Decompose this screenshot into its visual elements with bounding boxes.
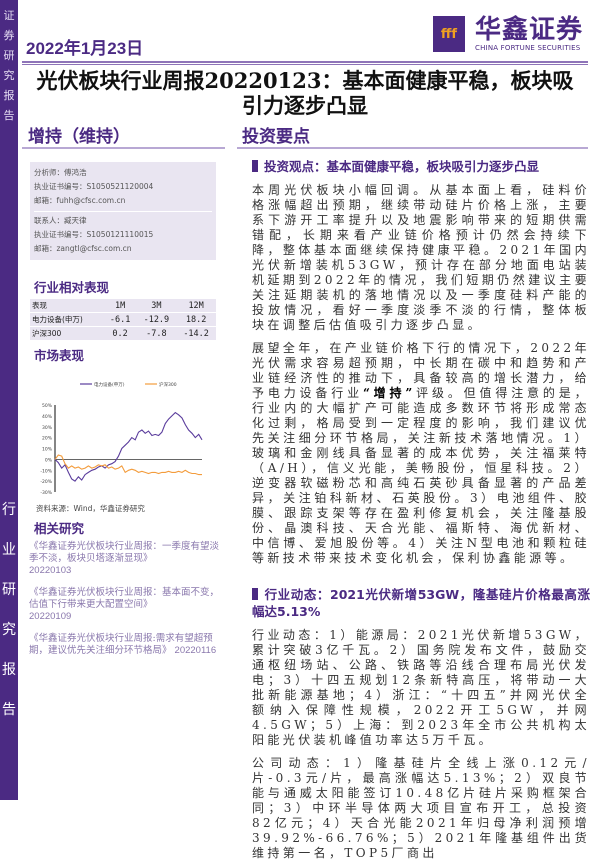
cell: 1M bbox=[103, 299, 137, 313]
performance-table: 表现 1M 3M 12M 电力设备(申万) -6.1 -12.9 18.2 沪深300 0.2… bbox=[30, 299, 216, 341]
rating-emphasis: “增持” bbox=[362, 386, 416, 400]
side-strip bbox=[0, 0, 18, 800]
divider bbox=[22, 147, 225, 149]
legend-label: 沪深300 bbox=[159, 381, 177, 388]
y-tick-label: 10% bbox=[42, 447, 53, 453]
contact-cert: 执业证书编号：S1050121110015 bbox=[34, 230, 154, 239]
logo-cn: 华鑫证券 bbox=[475, 15, 584, 45]
analyst-name: 分析师：傅鸿浩 bbox=[34, 168, 87, 177]
vchar: 证 bbox=[3, 9, 15, 22]
vchar: 券 bbox=[3, 29, 15, 42]
heading-text: 行业动态：2021光伏新增53GW，隆基硅片价格最高涨幅达5.13% bbox=[252, 587, 590, 619]
vchar: 究 bbox=[2, 622, 16, 638]
legend-label: 电力设备(申万) bbox=[94, 381, 125, 388]
paragraph: 行业动态：1）能源局：2021光伏新增53GW，累计突破3亿千瓦。2）国务院发布… bbox=[252, 628, 590, 747]
y-tick-label: 20% bbox=[42, 436, 53, 442]
related-date: 20220116 bbox=[174, 645, 217, 656]
related-text[interactable]: 《华鑫证券光伏板块行业周报:需求有望超预期，建议优先关注细分环节格局》 bbox=[29, 633, 213, 656]
cell: 表现 bbox=[30, 299, 104, 313]
divider bbox=[237, 147, 588, 149]
table-row: 沪深300 0.2 -7.8 -14.2 bbox=[30, 326, 216, 341]
heading-industry-news: 行业动态：2021光伏新增53GW，隆基硅片价格最高涨幅达5.13% bbox=[252, 586, 590, 620]
performance-title: 行业相对表现 bbox=[34, 280, 110, 295]
series-line bbox=[54, 411, 203, 482]
report-date: 2022年1月23日 bbox=[26, 39, 144, 58]
contact-email[interactable]: 邮箱：zangtl@cfsc.com.cn bbox=[34, 244, 132, 253]
heading-investment-view: 投资观点：基本面健康平稳，板块吸引力逐步凸显 bbox=[252, 158, 590, 175]
cell: -12.9 bbox=[136, 312, 177, 327]
cell: 沪深300 bbox=[30, 326, 104, 341]
vchar: 业 bbox=[2, 542, 16, 558]
logo-mark-icon: fff bbox=[433, 16, 465, 52]
vchar: 告 bbox=[3, 109, 15, 122]
related-item[interactable]: 《华鑫证券光伏板块行业周报：一季度有望淡季不淡，板块贝塔逐渐显现》 2022010… bbox=[29, 541, 219, 577]
table-row: 电力设备(申万) -6.1 -12.9 18.2 bbox=[30, 312, 216, 327]
cell: -14.2 bbox=[176, 326, 216, 341]
related-text[interactable]: 《华鑫证券光伏板块行业周报：一季度有望淡季不淡，板块贝塔逐渐显现》 bbox=[29, 541, 220, 564]
paragraph: 公司动态：1）隆基硅片全线上涨0.12元/片-0.3元/片，最高涨幅达5.13%… bbox=[252, 756, 590, 860]
y-tick-label: 30% bbox=[42, 425, 53, 431]
paragraph: 展望全年，在产业链价格下行的情况下，2022年光伏需求容易超预期，中长期在碳中和… bbox=[252, 341, 590, 566]
chart-source: 资料来源：Wind，华鑫证券研究 bbox=[36, 504, 145, 513]
table-header: 表现 1M 3M 12M bbox=[30, 299, 216, 313]
y-tick-label: -30% bbox=[40, 490, 52, 496]
analyst-box: 分析师：傅鸿浩 执业证书编号：S1050521120004 邮箱：fuhh@cf… bbox=[30, 162, 216, 260]
related-date: 20220109 bbox=[29, 611, 72, 622]
y-tick-label: 50% bbox=[42, 403, 53, 409]
related-text[interactable]: 《华鑫证券光伏板块行业周报：基本面不变，估值下行带来更大配置空间》 bbox=[29, 587, 220, 610]
market-title: 市场表现 bbox=[34, 348, 85, 363]
vchar: 研 bbox=[3, 49, 15, 62]
rating: 增持（维持） bbox=[28, 127, 130, 147]
vchar: 报 bbox=[3, 89, 15, 102]
vchar: 究 bbox=[3, 69, 15, 82]
paragraph: 本周光伏板块小幅回调。从基本面上看，硅料价格涨幅超出预期，继续带动硅片价格上涨，… bbox=[252, 183, 590, 332]
y-tick-label: -20% bbox=[40, 479, 52, 485]
series-line bbox=[54, 454, 202, 476]
vertical-label-bottom: 行业研究报告 bbox=[0, 490, 18, 730]
logo-en: CHINA FORTUNE SECURITIES bbox=[475, 44, 581, 52]
y-tick-label: 40% bbox=[42, 414, 53, 420]
related-item[interactable]: 《华鑫证券光伏板块行业周报：基本面不变，估值下行带来更大配置空间》 2022010… bbox=[29, 587, 219, 623]
cell: 0.2 bbox=[103, 326, 137, 341]
main-content: 投资观点：基本面健康平稳，板块吸引力逐步凸显 本周光伏板块小幅回调。从基本面上看… bbox=[252, 158, 590, 861]
related-date: 20220103 bbox=[29, 565, 72, 576]
heading-text: 投资观点：基本面健康平稳，板块吸引力逐步凸显 bbox=[264, 159, 540, 174]
heading-bar-icon bbox=[252, 588, 258, 600]
related-title: 相关研究 bbox=[34, 521, 85, 536]
y-tick-label: 0% bbox=[45, 457, 53, 463]
vchar: 研 bbox=[2, 582, 16, 598]
cell: 3M bbox=[136, 299, 177, 313]
vchar: 行 bbox=[2, 502, 16, 518]
company-logo: fff 华鑫证券 CHINA FORTUNE SECURITIES bbox=[433, 16, 583, 52]
analyst-cert: 执业证书编号：S1050521120004 bbox=[34, 182, 154, 191]
cell: -6.1 bbox=[103, 312, 137, 327]
analyst-email[interactable]: 邮箱：fuhh@cfsc.com.cn bbox=[34, 196, 126, 205]
cell: -7.8 bbox=[136, 326, 177, 341]
text: 展望全年，在产业链价格下行的情况下，2022年光伏需求容易超预期，中长期在碳中和… bbox=[252, 341, 590, 400]
vchar: 报 bbox=[2, 662, 16, 678]
cell: 电力设备(申万) bbox=[30, 312, 104, 327]
cell: 12M bbox=[176, 299, 216, 313]
related-item[interactable]: 《华鑫证券光伏板块行业周报:需求有望超预期，建议优先关注细分环节格局》 2022… bbox=[29, 633, 219, 657]
market-chart: 50% 40% 30% 20% 10% 0% -10% -20% -30% 电力设备(申万) 沪深3… bbox=[40, 381, 203, 496]
heading-bar-icon bbox=[252, 160, 258, 172]
text: 评级。但值得注意的是，行业内的大幅扩产可能造成多数环节将形成常态化过剩，格局受到… bbox=[252, 386, 590, 565]
vertical-label-top: 证券研究报告 bbox=[0, 6, 18, 126]
section-title: 投资要点 bbox=[242, 127, 310, 147]
vchar: 告 bbox=[2, 702, 16, 718]
contact-name: 联系人：臧天律 bbox=[34, 216, 87, 225]
divider bbox=[22, 61, 588, 65]
cell: 18.2 bbox=[176, 312, 216, 327]
y-tick-label: -10% bbox=[40, 468, 52, 474]
related-list: 《华鑫证券光伏板块行业周报：一季度有望淡季不淡，板块贝塔逐渐显现》 2022010… bbox=[29, 541, 219, 667]
report-title: 光伏板块行业周报20220123：基本面健康平稳，板块吸引力逐步凸显 bbox=[36, 68, 574, 118]
